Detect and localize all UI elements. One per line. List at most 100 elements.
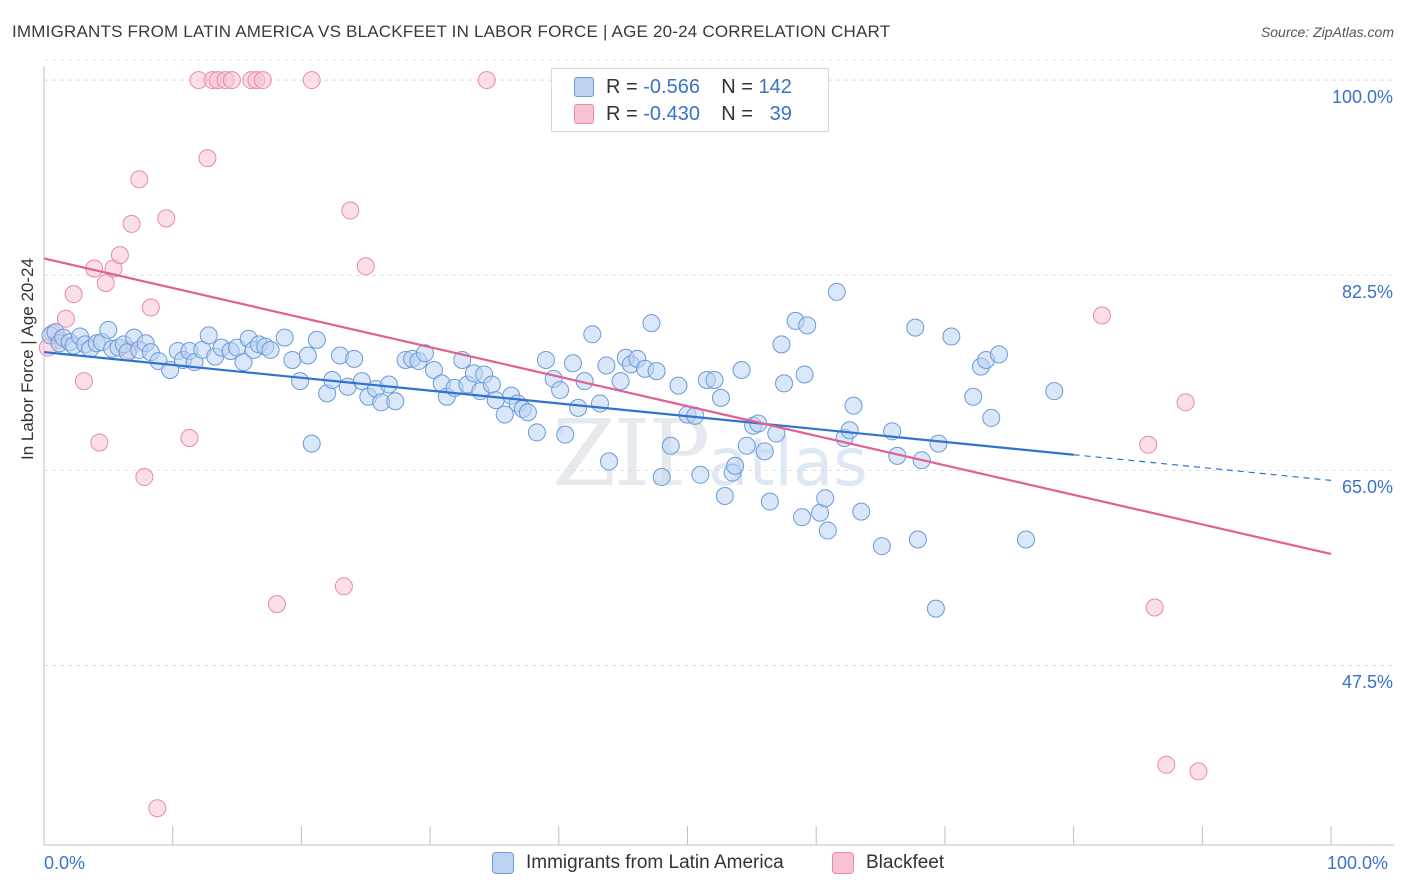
latin-america-point xyxy=(715,486,734,505)
latin-america-point xyxy=(793,508,812,527)
latin-america-point xyxy=(908,530,927,549)
latin-america-point xyxy=(795,365,814,384)
blackfeet-point xyxy=(135,468,154,487)
latin-america-point xyxy=(597,356,616,375)
latin-america-point xyxy=(906,318,925,337)
latin-america-point xyxy=(755,442,774,461)
latin-america-point xyxy=(816,489,835,508)
series-label-latin-america: Immigrants from Latin America xyxy=(526,852,784,873)
legend-swatch-blue xyxy=(574,77,594,97)
legend-n-value: 142 xyxy=(758,75,792,98)
blackfeet-point xyxy=(96,274,115,293)
legend-swatch-pink xyxy=(574,104,594,124)
blackfeet-point xyxy=(1189,762,1208,781)
latin-america-point xyxy=(705,371,724,390)
legend-r-label: R = xyxy=(606,102,638,125)
series-label-blackfeet: Blackfeet xyxy=(866,852,945,873)
series-swatch-pink xyxy=(832,852,854,874)
blackfeet-point xyxy=(334,577,353,596)
latin-america-point xyxy=(772,335,791,354)
latin-america-point xyxy=(345,349,364,368)
latin-america-trend-extension xyxy=(1073,454,1332,481)
blackfeet-point xyxy=(56,309,75,328)
blackfeet-point xyxy=(341,201,360,220)
latin-america-point xyxy=(872,537,891,556)
legend-row-blackfeet: R = -0.430 N = 39 xyxy=(574,102,792,126)
latin-america-point xyxy=(652,468,671,487)
legend-r-value: -0.566 xyxy=(643,75,700,98)
latin-america-trend-line xyxy=(43,351,1074,456)
legend-r-value: -0.430 xyxy=(643,102,700,125)
latin-america-point xyxy=(737,436,756,455)
series-legend-blackfeet: Blackfeet xyxy=(832,852,944,874)
legend-n-value: 39 xyxy=(769,102,792,125)
blackfeet-points xyxy=(38,71,1208,818)
blackfeet-trend-line xyxy=(43,257,1332,556)
series-legend-latin-america: Immigrants from Latin America xyxy=(492,852,784,874)
latin-america-point xyxy=(1016,530,1035,549)
series-legend: Immigrants from Latin America Blackfeet xyxy=(0,852,1406,878)
legend-r-label: R = xyxy=(606,75,638,98)
blackfeet-point xyxy=(198,149,217,168)
latin-america-point xyxy=(536,350,555,369)
latin-america-point xyxy=(926,599,945,618)
blackfeet-point xyxy=(356,257,375,276)
latin-america-point xyxy=(775,374,794,393)
blackfeet-point xyxy=(157,209,176,228)
latin-america-point xyxy=(261,340,280,359)
latin-america-point xyxy=(583,325,602,344)
latin-america-point xyxy=(760,492,779,511)
blackfeet-point xyxy=(1157,755,1176,774)
latin-america-point xyxy=(283,350,302,369)
latin-america-point xyxy=(669,376,688,395)
latin-america-point xyxy=(551,381,570,400)
y-axis-label: In Labor Force | Age 20-24 xyxy=(18,258,37,460)
latin-america-point xyxy=(726,456,745,475)
blackfeet-point xyxy=(222,71,241,90)
latin-america-point xyxy=(199,326,218,345)
latin-america-point xyxy=(852,502,871,521)
blackfeet-point xyxy=(148,799,167,818)
latin-america-point xyxy=(661,436,680,455)
y-tick-label: 100.0% xyxy=(1331,87,1393,108)
latin-america-point xyxy=(563,354,582,373)
latin-america-point xyxy=(989,345,1008,364)
latin-america-point xyxy=(275,328,294,347)
blackfeet-point xyxy=(477,71,496,90)
x-tick-label-max: 100.0% xyxy=(1327,853,1389,873)
x-tick-label-min: 0.0% xyxy=(44,853,86,873)
blackfeet-point xyxy=(267,595,286,614)
blackfeet-point xyxy=(180,429,199,448)
blackfeet-point xyxy=(141,298,160,317)
blackfeet-point xyxy=(1139,435,1158,454)
latin-america-point xyxy=(599,452,618,471)
latin-america-point xyxy=(1045,382,1064,401)
latin-america-point xyxy=(982,408,1001,427)
latin-america-point xyxy=(415,344,434,363)
latin-america-point xyxy=(798,316,817,335)
latin-america-point xyxy=(527,423,546,442)
axes xyxy=(43,66,1394,846)
latin-america-point xyxy=(840,421,859,440)
legend-n-label: N = xyxy=(721,102,753,125)
latin-america-point xyxy=(929,434,948,453)
blackfeet-point xyxy=(90,433,109,452)
blackfeet-point xyxy=(130,170,149,189)
latin-america-point xyxy=(495,405,514,424)
latin-america-point xyxy=(424,360,443,379)
y-tick-label: 65.0% xyxy=(1341,477,1393,498)
latin-america-point xyxy=(234,353,253,372)
latin-america-point xyxy=(298,346,317,365)
latin-america-point xyxy=(691,465,710,484)
blackfeet-point xyxy=(64,285,83,304)
latin-america-points xyxy=(41,282,1064,618)
blackfeet-point xyxy=(110,246,129,265)
latin-america-point xyxy=(291,372,310,391)
y-tick-label: 82.5% xyxy=(1341,282,1393,303)
series-swatch-blue xyxy=(492,852,514,874)
legend-row-latin-america: R = -0.566 N = 142 xyxy=(574,75,792,99)
latin-america-point xyxy=(569,398,588,417)
blackfeet-point xyxy=(1145,598,1164,617)
latin-america-point xyxy=(99,320,118,339)
